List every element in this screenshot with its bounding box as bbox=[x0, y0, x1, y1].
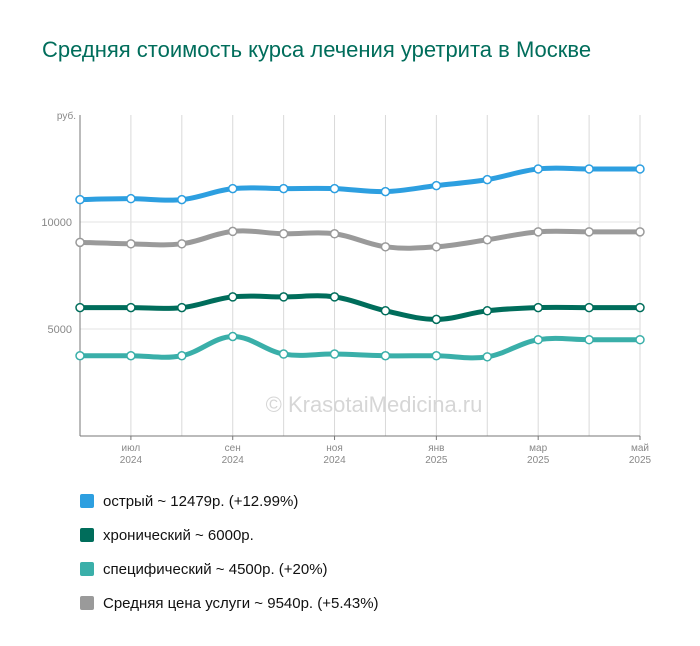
x-tick-year: 2025 bbox=[425, 455, 448, 466]
data-point-хронический bbox=[482, 306, 493, 316]
data-point-хронический bbox=[227, 292, 238, 302]
data-point-хронический bbox=[533, 302, 543, 313]
data-point-специфический bbox=[126, 351, 136, 361]
x-tick-year: 2025 bbox=[527, 455, 550, 466]
x-tick-month: сен bbox=[225, 443, 241, 454]
data-point-специфический bbox=[329, 349, 340, 359]
series-line-острый bbox=[77, 165, 643, 203]
series-line-хронический bbox=[77, 293, 643, 322]
x-tick-year: 2024 bbox=[323, 455, 346, 466]
data-point-острый bbox=[635, 164, 645, 174]
data-point-острый bbox=[278, 183, 289, 194]
axes bbox=[79, 115, 640, 437]
data-point-Средняя-цена-услуги bbox=[533, 227, 543, 237]
data-point-специфический bbox=[635, 334, 645, 345]
data-point-Средняя-цена-услуги bbox=[75, 237, 85, 248]
x-tick-year: 2024 bbox=[222, 455, 245, 466]
data-point-острый bbox=[75, 194, 85, 205]
data-point-хронический bbox=[431, 314, 442, 325]
watermark: © KrasotaiMedicina.ru bbox=[266, 392, 483, 417]
data-point-специфический bbox=[75, 351, 85, 361]
data-point-хронический bbox=[584, 302, 594, 313]
data-point-специфический bbox=[533, 334, 543, 345]
grid bbox=[79, 115, 641, 436]
data-point-Средняя-цена-услуги bbox=[482, 235, 493, 245]
x-tick-year: 2025 bbox=[629, 455, 652, 466]
data-point-Средняя-цена-услуги bbox=[177, 239, 187, 249]
data-point-Средняя-цена-услуги bbox=[329, 229, 340, 239]
y-unit-label: руб. bbox=[57, 110, 76, 122]
legend: острый ~ 12479р. (+12.99%) хронический ~ … bbox=[80, 484, 379, 620]
data-point-острый bbox=[533, 164, 543, 174]
data-point-острый bbox=[431, 180, 442, 191]
x-tick-month: янв bbox=[428, 443, 444, 454]
y-tick-label: 5000 bbox=[48, 324, 72, 336]
legend-label: хронический ~ 6000р. bbox=[103, 526, 254, 544]
data-point-Средняя-цена-услуги bbox=[635, 227, 645, 237]
data-point-хронический bbox=[278, 292, 289, 302]
data-point-Средняя-цена-услуги bbox=[431, 242, 442, 252]
data-point-хронический bbox=[126, 302, 136, 313]
data-point-острый bbox=[227, 183, 238, 194]
x-tick-month: ноя bbox=[326, 443, 343, 454]
chart-title: Средняя стоимость курса лечения уретрита… bbox=[42, 37, 592, 62]
data-point-специфический bbox=[380, 351, 391, 361]
data-point-Средняя-цена-услуги bbox=[380, 242, 391, 252]
data-point-острый bbox=[482, 174, 493, 185]
legend-item: хронический ~ 6000р. bbox=[80, 518, 379, 552]
legend-label: специфический ~ 4500р. (+20%) bbox=[103, 560, 328, 578]
series-line-Средняя-цена-услуги bbox=[77, 228, 643, 251]
y-tick-label: 10000 bbox=[41, 217, 72, 229]
legend-label: острый ~ 12479р. (+12.99%) bbox=[103, 492, 299, 510]
legend-item: специфический ~ 4500р. (+20%) bbox=[80, 552, 379, 586]
legend-swatch bbox=[80, 494, 94, 508]
data-point-специфический bbox=[177, 351, 187, 361]
data-point-специфический bbox=[482, 352, 493, 362]
legend-swatch bbox=[80, 562, 94, 576]
series-line-специфический bbox=[77, 333, 643, 361]
legend-item: Средняя цена услуги ~ 9540р. (+5.43%) bbox=[80, 586, 379, 620]
series-lines bbox=[75, 164, 645, 362]
tick-labels: руб.500010000июл2024сен2024ноя2024янв202… bbox=[41, 110, 651, 466]
legend-swatch bbox=[80, 528, 94, 542]
data-point-хронический bbox=[380, 306, 391, 316]
legend-swatch bbox=[80, 596, 94, 610]
x-tick-year: 2024 bbox=[120, 455, 143, 466]
legend-label: Средняя цена услуги ~ 9540р. (+5.43%) bbox=[103, 594, 379, 612]
data-point-специфический bbox=[278, 349, 289, 359]
data-point-Средняя-цена-услуги bbox=[227, 226, 238, 237]
data-point-Средняя-цена-услуги bbox=[584, 227, 594, 237]
legend-item: острый ~ 12479р. (+12.99%) bbox=[80, 484, 379, 518]
data-point-острый bbox=[329, 183, 340, 194]
data-point-хронический bbox=[635, 302, 645, 313]
x-tick-month: мар bbox=[529, 443, 547, 454]
data-point-хронический bbox=[75, 302, 85, 313]
data-point-хронический bbox=[177, 302, 187, 313]
data-point-специфический bbox=[227, 331, 238, 342]
data-point-острый bbox=[126, 193, 136, 204]
data-point-хронический bbox=[329, 292, 340, 302]
data-point-острый bbox=[584, 164, 594, 174]
data-point-Средняя-цена-услуги bbox=[278, 229, 289, 239]
data-point-специфический bbox=[431, 351, 442, 361]
data-point-острый bbox=[380, 186, 391, 197]
data-point-специфический bbox=[584, 334, 594, 345]
data-point-Средняя-цена-услуги bbox=[126, 239, 136, 249]
x-tick-month: май bbox=[631, 443, 649, 454]
x-tick-month: июл bbox=[122, 443, 141, 454]
data-point-острый bbox=[177, 194, 187, 205]
